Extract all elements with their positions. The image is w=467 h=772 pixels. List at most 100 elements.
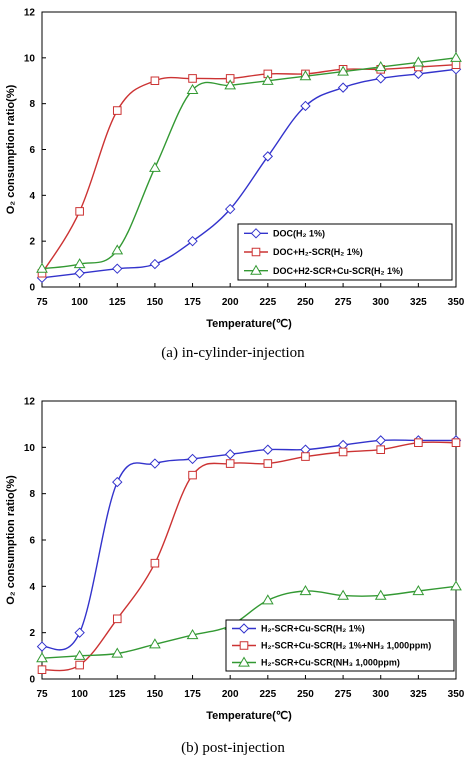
data-point-s0-9	[375, 73, 386, 84]
data-point-s0-7	[300, 100, 311, 112]
data-point-s1-9	[376, 445, 386, 454]
legend-marker-2	[238, 656, 250, 667]
y-tick-label: 2	[29, 237, 35, 248]
x-tick-label: 300	[372, 689, 389, 700]
data-point-s1-10	[414, 438, 423, 447]
chart-post-injection: 0 2 4 6 8 10 12 75 100 125 150 175 200 225 250 275 300 32…	[5, 397, 465, 757]
y-tick-label: 4	[29, 191, 35, 202]
x-tick-label: 250	[297, 689, 314, 700]
data-point-s0-3	[149, 458, 161, 469]
data-point-s2-10	[412, 584, 425, 596]
y-tick-label: 4	[29, 582, 35, 593]
data-point-s2-1	[73, 258, 86, 269]
x-tick-label: 225	[259, 297, 276, 308]
data-point-s0-10	[413, 68, 424, 80]
data-point-s2-9	[374, 589, 387, 600]
y-tick-label: 0	[29, 283, 35, 294]
data-point-s0-4	[187, 453, 198, 465]
data-point-s1-6	[263, 69, 273, 79]
legend-box	[225, 619, 455, 672]
x-tick-label: 300	[372, 297, 389, 308]
y-tick-label: 12	[24, 8, 36, 19]
legend-marker-2	[250, 264, 262, 275]
data-point-s1-1	[75, 207, 84, 216]
data-point-s2-11	[450, 580, 462, 591]
data-point-s2-6	[261, 74, 274, 85]
x-tick-label: 150	[147, 689, 164, 700]
data-point-s0-1	[74, 268, 85, 279]
data-point-s1-11	[451, 60, 461, 70]
y-axis-label: O₂ consumption ratio(%)	[5, 475, 17, 605]
data-point-s2-8	[337, 65, 349, 76]
legend-marker-1	[239, 641, 249, 650]
legend-label-0: DOC(H₂ 1%)	[273, 229, 325, 239]
data-point-s2-3	[149, 161, 161, 172]
legend-box	[237, 223, 453, 281]
x-tick-label: 275	[335, 297, 352, 308]
y-tick-label: 0	[29, 675, 35, 686]
data-point-s1-4	[188, 470, 197, 480]
x-tick-label: 325	[410, 297, 427, 308]
data-point-s2-5	[224, 79, 237, 90]
y-tick-label: 8	[29, 489, 35, 500]
y-tick-label: 12	[24, 397, 36, 408]
figure-caption: (a) in-cylinder-injection	[161, 345, 305, 361]
data-point-s1-4	[188, 74, 197, 83]
data-point-s1-3	[150, 76, 160, 86]
data-point-s0-0	[36, 641, 48, 652]
x-tick-label: 225	[259, 689, 276, 700]
x-tick-label: 350	[448, 689, 465, 700]
legend-marker-0	[250, 228, 262, 239]
x-tick-label: 125	[109, 297, 126, 308]
data-point-s2-4	[186, 628, 199, 640]
data-point-s1-2	[112, 106, 122, 115]
legend-marker-1	[251, 247, 261, 257]
data-point-s0-4	[187, 235, 198, 247]
y-tick-label: 2	[29, 628, 35, 639]
x-tick-label: 175	[184, 689, 201, 700]
data-point-s2-10	[412, 56, 425, 67]
data-point-s2-7	[299, 584, 312, 596]
data-point-s2-6	[261, 594, 274, 605]
data-point-s2-8	[337, 589, 349, 600]
y-axis-label: O₂ consumption ratio(%)	[5, 84, 17, 214]
data-point-s0-2	[112, 263, 123, 274]
data-point-s1-8	[338, 447, 348, 457]
legend-label-2: DOC+H2-SCR+Cu-SCR(H₂ 1%)	[273, 266, 403, 276]
x-tick-label: 75	[36, 689, 48, 700]
data-point-s0-5	[224, 203, 236, 215]
x-tick-label: 200	[222, 297, 239, 308]
chart-in-cylinder-injection: 0 2 4 6 8 10 12 75 100 125 150 175 200 225 250 275 300 32…	[5, 8, 465, 362]
data-point-s0-2	[112, 476, 123, 488]
data-point-s0-9	[375, 435, 386, 446]
x-tick-label: 100	[71, 689, 88, 700]
data-point-s1-7	[301, 452, 310, 461]
y-tick-label: 6	[29, 536, 35, 547]
legend-label-2: H₂-SCR+Cu-SCR(NH₃ 1,000ppm)	[261, 658, 400, 668]
data-point-s1-5	[225, 74, 235, 83]
data-point-s2-4	[186, 83, 199, 95]
x-tick-label: 75	[36, 297, 48, 308]
y-tick-label: 10	[24, 53, 36, 64]
legend-marker-0	[238, 623, 250, 634]
y-tick-label: 8	[29, 99, 35, 110]
x-tick-label: 175	[184, 297, 201, 308]
data-point-s2-0	[36, 262, 48, 273]
x-tick-label: 125	[109, 689, 126, 700]
data-point-s0-6	[262, 444, 274, 455]
data-point-s2-1	[73, 649, 86, 660]
y-tick-label: 10	[24, 443, 36, 454]
data-point-s1-0	[37, 665, 47, 675]
figure-caption: (b) post-injection	[181, 740, 285, 756]
data-point-s2-7	[299, 70, 312, 81]
x-tick-label: 200	[222, 689, 239, 700]
data-point-s1-1	[75, 660, 84, 670]
data-point-s0-5	[224, 449, 236, 460]
data-point-s0-3	[149, 258, 161, 270]
data-point-s2-9	[374, 61, 387, 72]
data-point-s2-3	[149, 638, 161, 649]
data-point-s1-5	[225, 459, 235, 468]
data-point-s1-2	[112, 614, 122, 624]
x-axis-label: Temperature(℃)	[206, 318, 292, 330]
